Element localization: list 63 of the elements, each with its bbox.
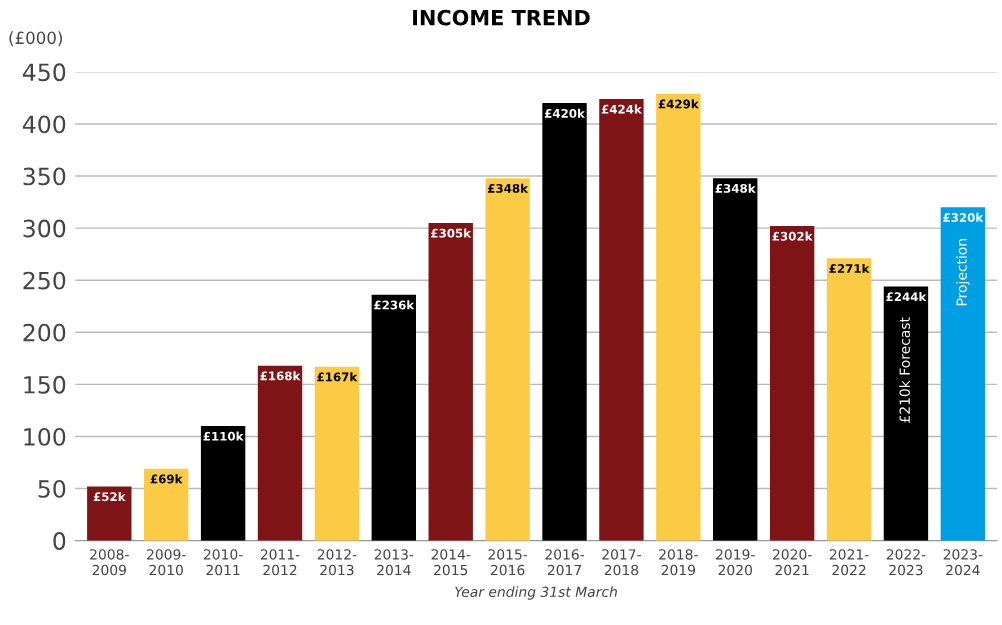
bar [940,207,986,541]
bar [428,222,473,541]
data-label: £348k [715,183,756,193]
bar [826,258,872,541]
x-tick-label: 2010- 2011 [203,549,243,576]
x-tick-label: 2016- 2017 [545,549,585,576]
data-label: £52k [93,492,126,502]
x-tick-label: 2012- 2013 [317,549,357,576]
y-tick-label: 350 [23,167,66,186]
data-label: £69k [150,474,183,484]
data-label: £168k [260,371,301,381]
y-tick-label: 300 [23,219,66,238]
x-tick-label: 2017- 2018 [602,549,641,576]
x-tick-label: 2011- 2012 [260,549,300,576]
annotation: Projection [956,239,970,306]
y-tick-label: 150 [24,375,66,394]
data-label: £424k [601,104,643,114]
data-label: £429k [658,99,699,109]
annotation: £210k Forecast [899,317,910,423]
y-tick-label: 100 [24,427,66,446]
data-label: £420k [544,108,586,118]
data-label: £302k [772,231,813,241]
x-tick-label: 2021- 2022 [829,549,869,576]
bar [713,178,758,541]
x-tick-label: 2009- 2010 [147,549,186,576]
bar [200,426,246,541]
x-tick-label: 2020- 2021 [772,549,812,576]
x-tick-label: 2019- 2020 [716,549,755,576]
data-label: £110k [203,431,244,441]
x-tick-label: 2022- 2023 [886,549,926,576]
y-tick-label: 50 [38,479,66,498]
y-tick-label: 0 [53,532,66,550]
x-tick-label: 2014- 2015 [431,549,471,576]
data-label: £305k [431,228,472,238]
bar [485,178,530,541]
bar [883,286,929,541]
y-tick-label: 450 [22,63,66,82]
bar [87,486,132,541]
bar [542,103,587,541]
x-tick-label: 2023- 2024 [943,549,983,576]
chart-title: INCOME TREND [413,9,590,26]
y-tick-label: 400 [22,115,66,134]
y-tick-label: 250 [23,271,66,290]
data-label: £244k [886,292,927,301]
y-tick-label: 200 [23,323,66,342]
data-label: £236k [374,300,415,310]
bar [656,93,701,541]
bar [769,226,815,541]
bar [144,468,189,541]
y-axis-title: (£000) [9,31,62,47]
bar [599,98,644,541]
x-tick-label: 2013- 2014 [374,549,414,576]
x-tick-label: 2018- 2019 [659,549,698,576]
bar [257,365,303,541]
x-tick-label: 2015- 2016 [488,549,528,576]
bar [371,294,416,541]
x-tick-label: 2008- 2009 [90,549,129,576]
data-label: £271k [829,263,870,273]
data-label: £348k [487,183,529,193]
bar [314,366,360,541]
x-axis-title: Year ending 31st March [455,586,617,600]
data-label: £320k [943,212,984,222]
data-label: £167k [317,372,358,382]
